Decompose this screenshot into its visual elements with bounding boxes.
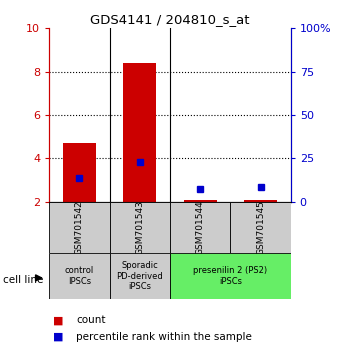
Text: control
IPSCs: control IPSCs bbox=[65, 267, 94, 286]
Bar bbox=[49, 253, 109, 299]
Bar bbox=[244, 200, 277, 202]
Text: count: count bbox=[76, 315, 106, 325]
Text: GSM701542: GSM701542 bbox=[75, 200, 84, 255]
Text: GSM701544: GSM701544 bbox=[196, 200, 205, 255]
Bar bbox=[123, 63, 156, 202]
Title: GDS4141 / 204810_s_at: GDS4141 / 204810_s_at bbox=[90, 13, 250, 26]
Bar bbox=[170, 253, 291, 299]
Text: GSM701543: GSM701543 bbox=[135, 200, 144, 255]
Text: ■: ■ bbox=[53, 332, 63, 342]
Text: cell line: cell line bbox=[3, 275, 44, 285]
Text: presenilin 2 (PS2)
iPSCs: presenilin 2 (PS2) iPSCs bbox=[193, 267, 268, 286]
Bar bbox=[184, 200, 217, 202]
Text: GSM701545: GSM701545 bbox=[256, 200, 265, 255]
Text: percentile rank within the sample: percentile rank within the sample bbox=[76, 332, 252, 342]
Bar bbox=[49, 202, 109, 253]
Bar bbox=[170, 202, 231, 253]
Text: ■: ■ bbox=[53, 315, 63, 325]
Bar bbox=[230, 202, 291, 253]
Bar bbox=[109, 202, 170, 253]
Bar bbox=[63, 143, 96, 202]
Text: Sporadic
PD-derived
iPSCs: Sporadic PD-derived iPSCs bbox=[116, 261, 163, 291]
Bar bbox=[109, 253, 170, 299]
